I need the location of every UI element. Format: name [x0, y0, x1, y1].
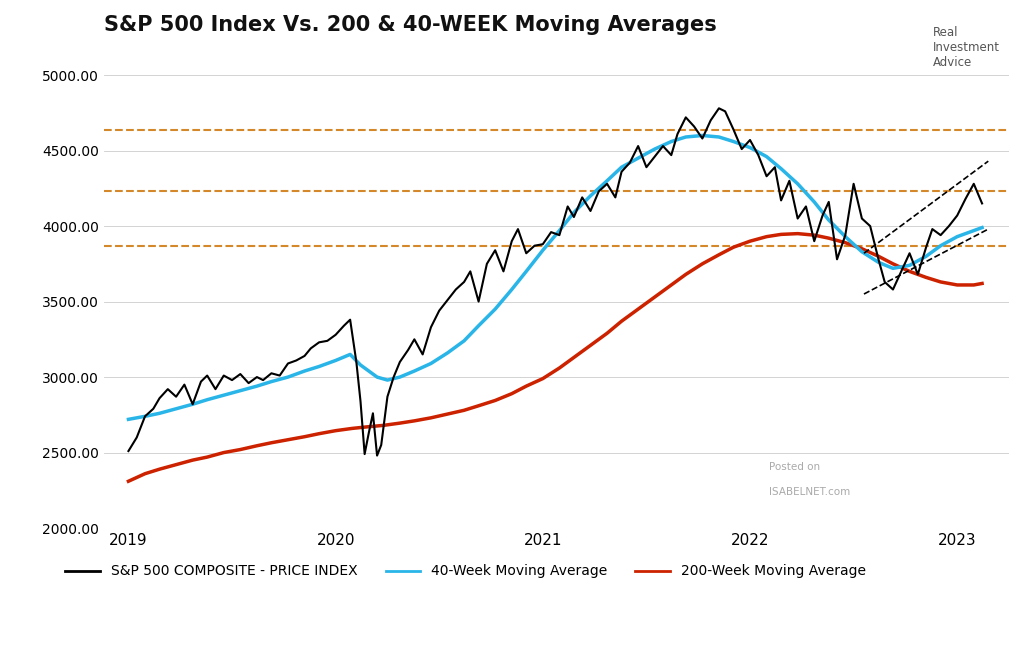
Text: S&P 500 Index Vs. 200 & 40-WEEK Moving Averages: S&P 500 Index Vs. 200 & 40-WEEK Moving A… [103, 15, 717, 35]
Text: ISABELNET.com: ISABELNET.com [769, 486, 850, 497]
Text: Real
Investment
Advice: Real Investment Advice [933, 26, 1000, 68]
Legend: S&P 500 COMPOSITE - PRICE INDEX, 40-Week Moving Average, 200-Week Moving Average: S&P 500 COMPOSITE - PRICE INDEX, 40-Week… [59, 559, 871, 584]
Text: Posted on: Posted on [769, 463, 820, 472]
